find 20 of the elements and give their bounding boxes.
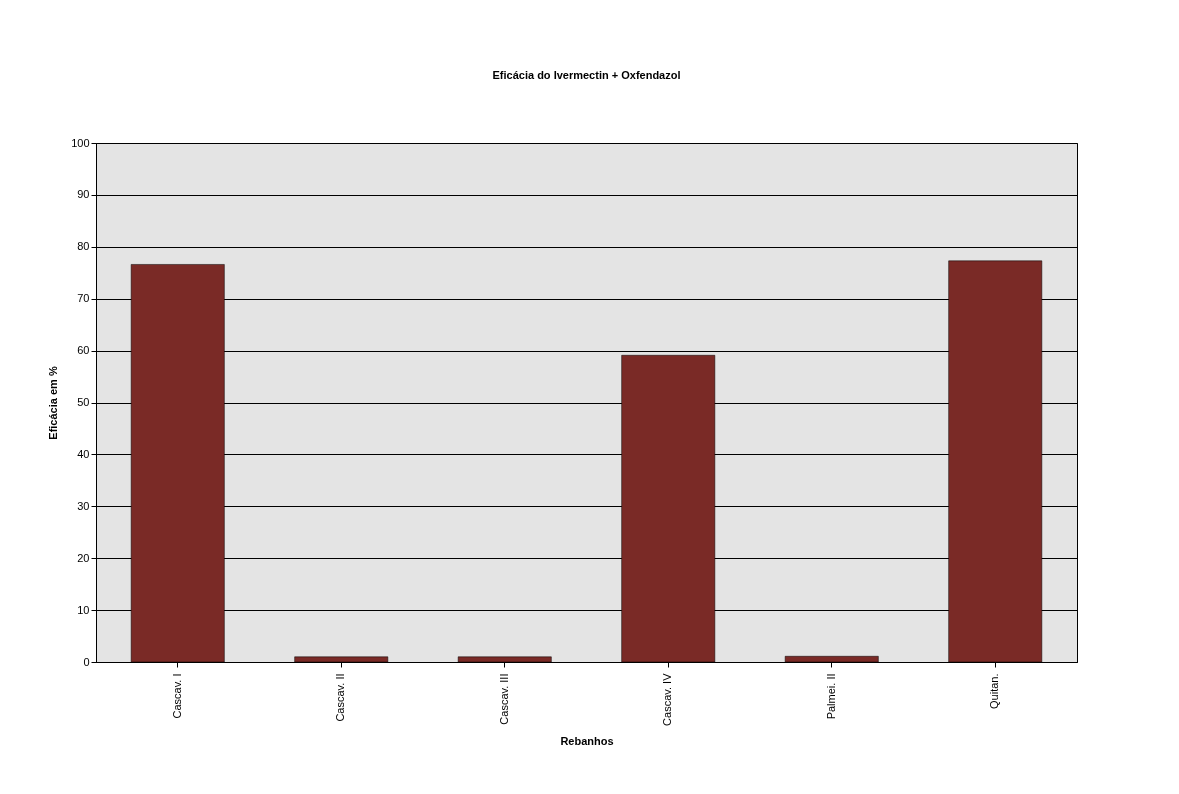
y-tick-label: 40 <box>77 447 90 460</box>
y-tick-label: 80 <box>77 240 90 253</box>
y-tick-label: 90 <box>77 188 90 201</box>
y-tick-label: 10 <box>77 603 90 616</box>
y-axis-title: Eficácia em % <box>47 366 60 440</box>
y-tick-label: 70 <box>77 292 90 305</box>
chart-title: Eficácia do Ivermectin + Oxfendazol <box>492 69 681 81</box>
x-tick-label: Palmei. II <box>824 673 837 720</box>
x-tick-label: Cascav. II <box>334 673 347 722</box>
y-tick-label: 30 <box>77 499 90 512</box>
x-tick-label: Cascav. IV <box>661 672 674 726</box>
y-tick-label: 100 <box>71 136 90 149</box>
y-tick-label: 50 <box>77 396 90 408</box>
x-axis-title: Rebanhos <box>560 734 614 747</box>
x-tick-label: Cascav. I <box>170 673 183 719</box>
y-tick-label: 0 <box>83 655 90 668</box>
y-tick-label: 60 <box>77 344 90 357</box>
y-tick-label: 20 <box>77 551 90 564</box>
x-tick-label: Quitan. <box>988 673 1001 709</box>
x-tick-label: Cascav. III <box>497 673 510 725</box>
